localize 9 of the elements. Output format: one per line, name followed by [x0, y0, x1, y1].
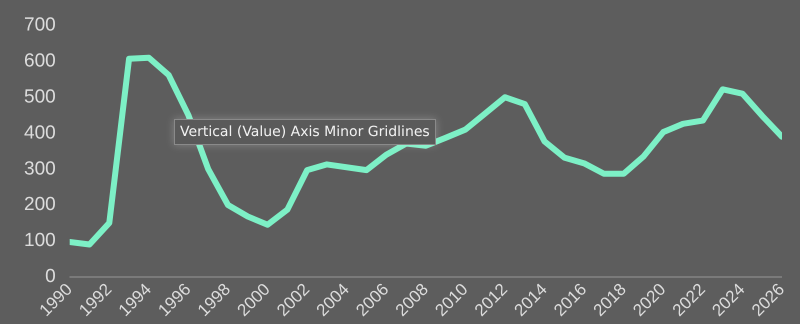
y-tick-label: 300	[24, 158, 56, 180]
annotation: Vertical (Value) Axis Minor Gridlines	[174, 119, 436, 145]
y-tick-label: 600	[24, 50, 56, 72]
y-tick-label: 400	[24, 122, 56, 144]
y-tick-label: 500	[24, 86, 56, 108]
y-tick-label: 0	[45, 266, 56, 288]
y-tick-label: 100	[24, 230, 56, 252]
y-tick-label: 200	[24, 194, 56, 216]
y-tick-label: 700	[24, 14, 56, 36]
